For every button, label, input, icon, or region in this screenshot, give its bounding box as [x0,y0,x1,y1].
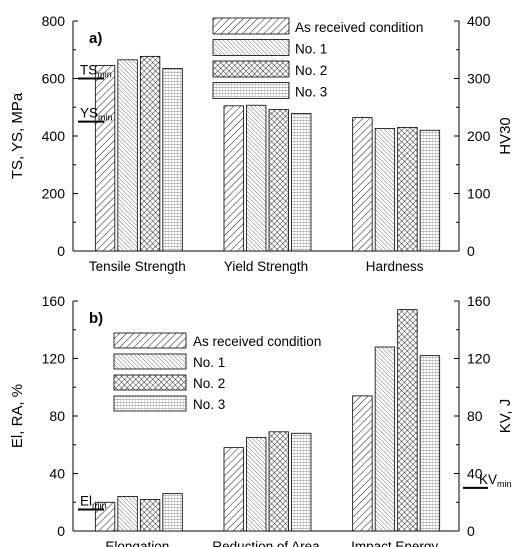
bar-elongation-series-1 [117,496,138,532]
bar-reduction-of-area-series-1 [246,437,267,532]
legend-swatch [212,17,290,35]
legend-swatch [212,60,290,78]
bar-impact-energy-series-1 [374,346,396,532]
bar-yield-strength-series-0 [223,105,244,252]
min-label-subscript: min [92,500,107,510]
bar-impact-energy-series-0 [352,395,373,532]
min-requirement-label: YSmin [80,106,113,123]
left-tick-label: 0 [57,243,65,259]
bar-hardness-series-0 [352,117,373,252]
bar-reduction-of-area-series-2 [268,431,289,532]
bar-impact-energy-series-2 [397,309,418,532]
right-tick-label: 120 [467,351,491,367]
legend-swatch [212,39,290,56]
right-tick-label: 0 [467,523,475,539]
bar-impact-energy-series-3 [419,355,441,532]
bar-tensile-strength-series-3 [162,68,183,252]
left-tick-label: 0 [57,523,65,539]
left-tick-label: 40 [49,466,65,482]
bar-reduction-of-area-series-0 [223,447,244,532]
legend-label: As received condition [295,20,423,35]
bar-elongation-series-3 [162,493,183,532]
legend-label: No. 3 [193,397,225,412]
panel-b: 0 40 80 120 160 0 40 80 120 160 El, RA, % KV, J b) El… [9,293,514,547]
min-label-base: YS [80,106,98,121]
bar-yield-strength-series-1 [246,104,267,252]
legend-swatch [113,332,187,349]
right-tick-label: 400 [467,13,491,29]
bar-reduction-of-area-series-3 [291,432,312,532]
legend-swatch [113,395,187,412]
min-label-subscript: min [497,479,512,489]
bar-hardness-series-3 [419,129,441,252]
left-tick-label: 160 [42,293,66,309]
bar-yield-strength-series-3 [291,113,312,252]
min-label-base: TS [80,63,97,78]
left-tick-label: 80 [49,408,65,424]
left-tick-label: 800 [42,13,66,29]
bar-tensile-strength-series-1 [117,59,138,252]
right-tick-label: 80 [467,408,483,424]
min-requirement-label: Elmin [80,493,107,510]
legend-label: No. 3 [295,85,327,100]
bar-tensile-strength-series-2 [139,55,161,252]
min-label-base: KV [479,472,497,487]
panel-a: 0 200 400 600 800 0 100 200 300 400 TS, YS, MPa HV3… [9,13,514,274]
right-tick-label: 40 [467,466,483,482]
right-tick-label: 0 [467,243,475,259]
bar-yield-strength-series-2 [268,109,289,252]
min-label-subscript: min [98,113,113,123]
y-axis-title: TS, YS, MPa [9,92,26,179]
legend-label: No. 1 [295,42,327,57]
panel-label: b) [89,310,103,327]
legend-swatch [212,82,290,99]
min-requirement-label: TSmin [80,63,112,80]
min-requirement-label: KVmin [479,472,512,489]
category-label: Impact Energy [351,539,438,547]
legend-label: No. 2 [295,63,327,78]
category-label: Reduction of Area [212,539,320,547]
left-tick-label: 200 [42,186,66,202]
right-tick-label: 200 [467,128,491,144]
bar-tensile-strength-series-0 [94,65,116,252]
legend-swatch [113,374,187,391]
y-axis-right-title: KV, J [497,399,514,433]
min-label-base: El [80,493,92,508]
y-axis-title: El, RA, % [9,384,26,448]
y-axis-right-title: HV30 [497,117,514,155]
category-label: Elongation [105,539,169,547]
legend-label: No. 1 [193,355,225,370]
right-tick-label: 100 [467,186,491,202]
legend-label: As received condition [193,334,321,349]
bar-elongation-series-2 [139,498,161,532]
left-tick-label: 400 [42,128,66,144]
min-label-subscript: min [97,70,112,80]
category-label: Yield Strength [224,259,308,274]
right-tick-label: 300 [467,71,491,87]
category-label: Tensile Strength [89,259,186,274]
bar-hardness-series-2 [397,126,418,252]
legend-label: No. 2 [193,376,225,391]
bar-hardness-series-1 [374,128,396,252]
left-tick-label: 120 [42,351,66,367]
left-tick-label: 600 [42,71,66,87]
panel-label: a) [89,30,102,47]
category-label: Hardness [366,259,424,274]
legend-swatch [113,353,187,370]
right-tick-label: 160 [467,293,491,309]
